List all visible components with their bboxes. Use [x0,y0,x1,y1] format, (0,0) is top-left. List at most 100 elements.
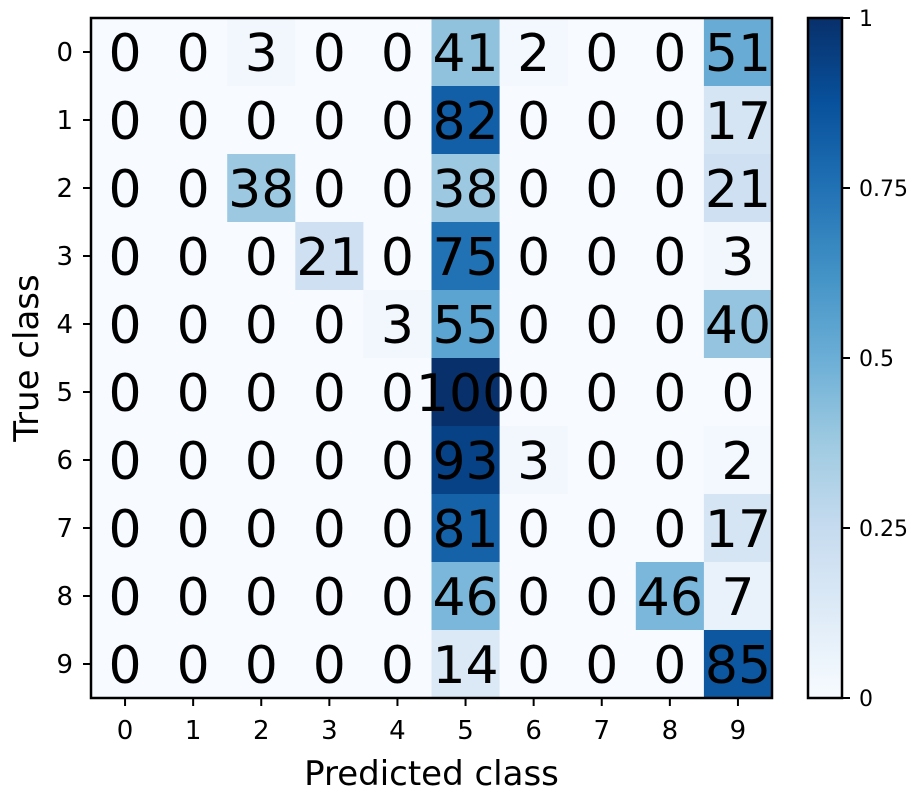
x-axis-label: Predicted class [304,754,559,791]
colorbar-ticks: 0 0.25 0.5 0.75 1 [842,7,908,712]
y-tick-label-1: 1 [56,106,73,136]
heatmap-cell-3-1 [159,222,228,291]
heatmap-cell-1-9 [703,86,773,155]
heatmap-cell-6-8 [635,426,705,495]
cell-value-5-3: 0 [313,364,346,424]
cell-value-0-9: 51 [705,24,771,84]
y-tick-label-6: 6 [56,446,73,476]
cell-value-6-8: 0 [653,432,686,492]
cell-value-9-9: 85 [705,636,771,696]
heatmap-cell-4-2 [227,290,296,359]
heatmap-cell-4-4 [363,290,433,359]
heatmap-cell-4-1 [159,290,228,359]
cell-value-6-0: 0 [109,432,142,492]
x-axis-ticks: 0 1 2 3 4 5 6 7 8 9 [117,698,746,746]
cell-value-2-7: 0 [585,160,618,220]
cell-value-8-5: 46 [432,568,498,628]
heatmap-cell-5-7 [567,358,637,427]
heatmap-cell-3-5 [431,222,501,291]
cell-value-5-5: 100 [416,364,515,424]
y-axis-ticks: 0 1 2 3 4 5 6 7 8 9 [56,38,91,680]
cell-value-3-1: 0 [177,228,210,288]
cell-value-1-9: 17 [705,92,771,152]
heatmap-cell-4-5 [431,290,501,359]
heatmap-cell-8-3 [295,562,364,631]
cell-value-2-0: 0 [109,160,142,220]
x-tick-label-7: 7 [593,716,610,746]
heatmap-cell-9-5 [431,630,501,699]
cell-value-6-5: 93 [432,432,498,492]
heatmap-cell-6-1 [159,426,228,495]
y-tick-label-3: 3 [56,242,73,272]
cell-value-0-0: 0 [109,24,142,84]
cell-value-1-2: 0 [245,92,278,152]
x-tick-label-4: 4 [389,716,406,746]
heatmap-cell-2-0 [91,154,160,223]
colorbar-tick-label-4: 1 [859,7,873,32]
x-tick-label-6: 6 [525,716,542,746]
cell-value-3-3: 21 [296,228,362,288]
cell-value-5-0: 0 [109,364,142,424]
x-tick-label-5: 5 [457,716,474,746]
heatmap-cell-7-9 [703,494,773,563]
cell-value-7-2: 0 [245,500,278,560]
heatmap-cell-0-5 [431,18,501,87]
cell-value-0-2: 3 [245,24,278,84]
heatmap-cell-4-6 [499,290,569,359]
y-tick-label-9: 9 [56,650,73,680]
cell-value-0-3: 0 [313,24,346,84]
cell-value-1-8: 0 [653,92,686,152]
cell-value-6-9: 2 [721,432,754,492]
heatmap-cell-4-8 [635,290,705,359]
heatmap-cell-2-7 [567,154,637,223]
cell-value-7-6: 0 [517,500,550,560]
colorbar-tick-label-1: 0.25 [859,517,908,542]
heatmap-cell-9-4 [363,630,433,699]
cell-value-1-6: 0 [517,92,550,152]
heatmap-cell-2-6 [499,154,569,223]
heatmap-cell-5-2 [227,358,296,427]
heatmap-cell-6-3 [295,426,364,495]
x-tick-label-8: 8 [662,716,679,746]
heatmap-cell-1-7 [567,86,637,155]
heatmap-cell-0-1 [159,18,228,87]
y-tick-label-4: 4 [56,310,73,340]
cell-value-6-4: 0 [381,432,414,492]
cell-value-9-2: 0 [245,636,278,696]
cell-value-4-2: 0 [245,296,278,356]
cell-value-2-9: 21 [705,160,771,220]
cell-value-1-4: 0 [381,92,414,152]
heatmap-cell-3-8 [635,222,705,291]
cell-value-3-5: 75 [432,228,498,288]
x-tick-label-3: 3 [321,716,338,746]
heatmap-cell-0-0 [91,18,160,87]
y-axis-label: True class [7,274,47,442]
heatmap-cell-5-4 [363,358,433,427]
heatmap-cell-6-5 [431,426,501,495]
heatmap-cell-1-1 [159,86,228,155]
cell-value-4-0: 0 [109,296,142,356]
heatmap-cell-7-5 [431,494,501,563]
heatmap-cell-5-6 [499,358,569,427]
heatmap-cell-4-0 [91,290,160,359]
heatmap-cell-7-0 [91,494,160,563]
cell-value-6-7: 0 [585,432,618,492]
cell-value-5-4: 0 [381,364,414,424]
heatmap-cell-3-4 [363,222,433,291]
heatmap-cell-9-1 [159,630,228,699]
cell-value-3-8: 0 [653,228,686,288]
heatmap-cell-6-7 [567,426,637,495]
cell-value-8-9: 7 [721,568,754,628]
heatmap-cell-9-3 [295,630,364,699]
cell-value-9-3: 0 [313,636,346,696]
cell-value-labels: 0 0 3 0 0 41 2 0 0 510 0 0 0 0 82 0 0 0 170 0 38 0 0 38 0 0 0 210 0 0… [109,24,772,696]
heatmap-cells [91,18,773,699]
y-tick-label-5: 5 [56,378,73,408]
cell-value-6-3: 0 [313,432,346,492]
cell-value-3-0: 0 [109,228,142,288]
cell-value-2-1: 0 [177,160,210,220]
cell-value-1-1: 0 [177,92,210,152]
cell-value-9-6: 0 [517,636,550,696]
cell-value-9-8: 0 [653,636,686,696]
